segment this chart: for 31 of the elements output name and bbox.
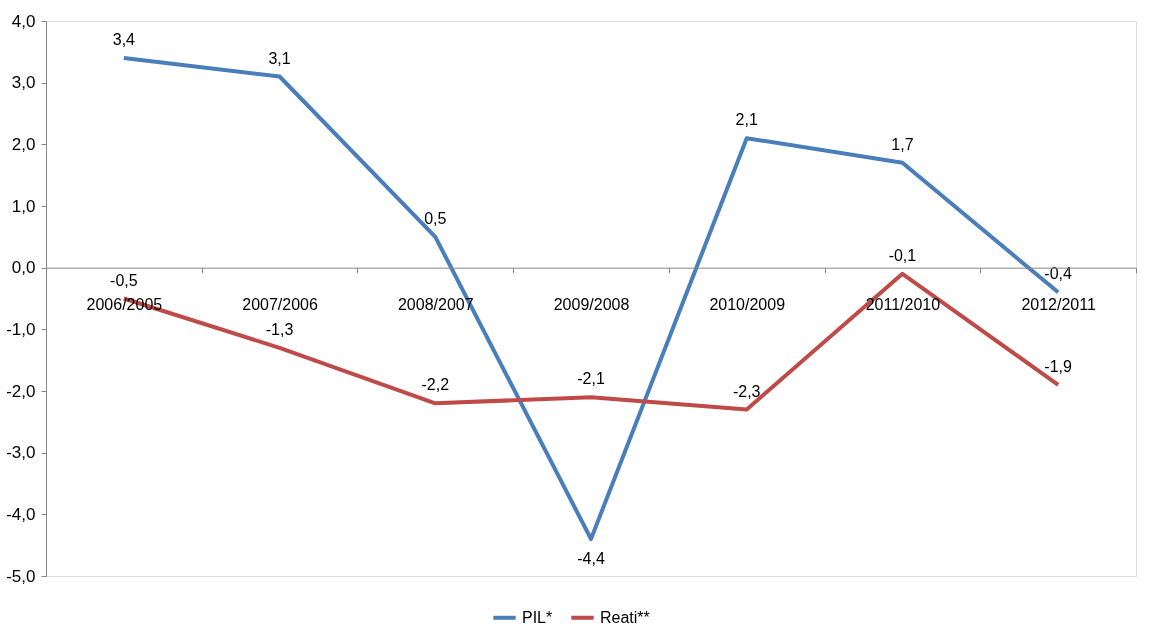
data-label: -0,1 [888,246,917,264]
y-tick-label: 0,0 [11,258,36,278]
data-label: -4,4 [577,550,605,567]
x-tick-label: 2011/2010 [865,296,941,314]
data-label: 3,1 [268,49,291,67]
x-tick-label: 2009/2008 [553,296,630,314]
data-label: -2,1 [577,370,605,388]
y-tick-label: 4,0 [11,11,36,31]
x-tick-label: 2007/2006 [242,296,318,314]
legend-label: PIL* [522,608,553,626]
y-tick-label: -1,0 [6,319,36,339]
data-label: -2,2 [421,376,450,394]
data-label: -1,9 [1044,357,1073,375]
y-tick-label: -5,0 [6,566,36,586]
y-tick-label: -4,0 [6,504,36,524]
legend-label: Reati** [600,608,650,626]
data-label: 2,1 [735,111,758,129]
y-tick-label: 1,0 [11,196,36,216]
data-label: -2,3 [732,382,761,400]
x-tick-label: 2010/2009 [709,296,786,314]
y-tick-label: -3,0 [6,443,36,463]
y-tick-label: 2,0 [11,134,36,154]
y-tick-label: -2,0 [6,381,36,401]
x-tick-label: 2012/2011 [1021,296,1096,314]
data-label: -0,5 [110,271,138,289]
data-label: 0,5 [424,209,447,227]
data-label: -0,4 [1044,265,1073,283]
data-label: 1,7 [891,135,914,153]
data-label: -1,3 [265,320,294,338]
data-label: 3,4 [112,31,136,48]
y-tick-label: 3,0 [11,73,36,93]
